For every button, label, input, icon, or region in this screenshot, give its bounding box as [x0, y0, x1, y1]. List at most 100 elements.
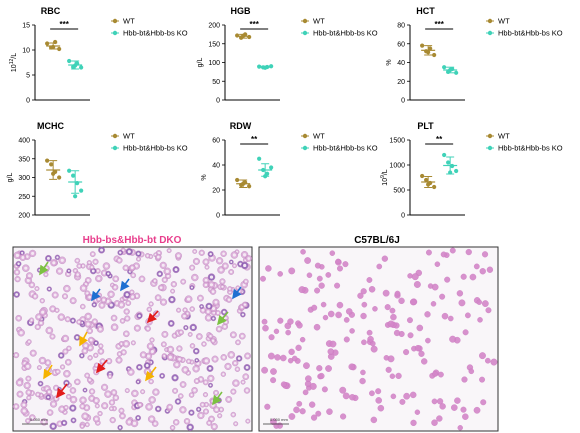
- legend-label-ko: Hbb-bt&Hbb-bs KO: [313, 144, 378, 153]
- y-axis-label: %: [201, 174, 208, 180]
- y-tick-label: 200: [18, 213, 30, 220]
- chart-title: RBC: [41, 6, 61, 16]
- arrow-green: [216, 311, 229, 326]
- legend-label-ko: Hbb-bt&Hbb-bs KO: [313, 29, 378, 38]
- data-point: [454, 70, 459, 75]
- legend-ko: Hbb-bt&Hbb-bs KO: [111, 144, 188, 153]
- data-point: [79, 65, 84, 70]
- data-point: [247, 34, 252, 40]
- arrow-green: [212, 391, 223, 406]
- legend-label-wt: WT: [123, 17, 135, 26]
- y-tick-label: 200: [208, 23, 220, 30]
- series-wt: [420, 43, 437, 58]
- y-tick-label: 100: [208, 60, 220, 67]
- series-wt: [45, 158, 62, 180]
- legend-wt: WT: [301, 17, 325, 26]
- y-tick-label: 0: [26, 98, 30, 105]
- data-point: [442, 65, 447, 70]
- legend-ko: Hbb-bt&Hbb-bs KO: [301, 29, 378, 38]
- data-point: [257, 156, 262, 161]
- chart-mchc: MCHC 200 250 300 350 400 g/L WT Hbb-bt&Hbb-bs KO: [7, 121, 188, 220]
- sig-label: **: [251, 135, 258, 144]
- annotation-arrows: [39, 261, 242, 406]
- scale-bar-dko: 0.050 mm: [22, 417, 48, 425]
- data-point: [71, 173, 76, 178]
- chart-title: HGB: [231, 6, 252, 16]
- legend-ko: Hbb-bt&Hbb-bs KO: [486, 144, 563, 153]
- chart-grid: RBC 0 5 10 15 1012/L *** WT Hbb-bt&Hbb-bs KO HGB 0…: [7, 6, 563, 220]
- data-point: [420, 173, 425, 179]
- y-tick-label: 250: [18, 194, 30, 201]
- arrow-orange: [43, 364, 53, 380]
- arrow-orange: [145, 366, 157, 382]
- series-ko: [67, 168, 84, 199]
- arrow-green: [39, 261, 49, 276]
- legend-label-ko: Hbb-bt&Hbb-bs KO: [498, 29, 563, 38]
- y-axis-label: %: [386, 59, 393, 65]
- data-point: [235, 177, 240, 183]
- scale-label-dko: 0.050 mm: [30, 417, 48, 422]
- y-tick-label: 15: [22, 23, 30, 30]
- arrow-blue: [91, 288, 101, 302]
- legend-ko: Hbb-bt&Hbb-bs KO: [111, 29, 188, 38]
- smear-panel-ctrl: C57BL/6J 0.050 mm: [258, 235, 499, 432]
- data-point: [73, 194, 78, 199]
- data-point: [67, 168, 72, 173]
- y-tick-label: 10: [22, 48, 30, 55]
- y-tick-label: 80: [397, 23, 405, 30]
- series-ko: [67, 58, 84, 70]
- smear-title-dko: Hbb-bs&Hbb-bt DKO: [83, 235, 182, 246]
- data-point: [420, 43, 425, 48]
- legend-label-ko: Hbb-bt&Hbb-bs KO: [498, 144, 563, 153]
- series-wt: [235, 177, 252, 189]
- data-point: [432, 52, 437, 58]
- y-tick-label: 500: [393, 188, 405, 195]
- y-tick-label: 1000: [389, 163, 405, 170]
- legend-label-wt: WT: [498, 17, 510, 26]
- arrow-blue: [232, 286, 242, 300]
- sig-label: ***: [434, 20, 444, 29]
- chart-hct: HCT 0 20 40 60 80% *** WT Hbb-bt&Hbb-bs KO: [386, 6, 563, 105]
- y-tick-label: 350: [18, 156, 30, 163]
- arrow-red: [146, 310, 159, 324]
- data-point: [57, 46, 62, 52]
- y-axis-label: 109/L: [380, 169, 389, 186]
- sig-label: **: [436, 135, 443, 144]
- smear-title-ctrl: C57BL/6J: [354, 235, 400, 246]
- series-wt: [235, 32, 252, 40]
- scale-label-ctrl: 0.050 mm: [270, 417, 288, 422]
- scale-bar-ctrl: 0.050 mm: [263, 417, 289, 425]
- y-tick-label: 40: [397, 60, 405, 67]
- chart-title: HCT: [416, 6, 435, 16]
- series-ko: [442, 65, 459, 75]
- data-point: [428, 46, 433, 51]
- legend-label-wt: WT: [498, 132, 510, 141]
- y-tick-label: 300: [18, 175, 30, 182]
- chart-hgb: HGB 0 50 100 150 200 g/L *** WT Hbb-bt&Hbb-bs KO: [197, 6, 378, 105]
- legend-ko: Hbb-bt&Hbb-bs KO: [486, 29, 563, 38]
- data-point: [446, 160, 451, 165]
- arrow-blue: [120, 278, 130, 292]
- series-ko: [442, 152, 459, 175]
- y-tick-label: 60: [212, 138, 220, 145]
- y-axis-label: g/L: [7, 173, 14, 183]
- y-tick-label: 400: [18, 138, 30, 145]
- y-axis-label: g/L: [197, 58, 204, 68]
- smear-panel-dko: Hbb-bs&Hbb-bt DKO 0.050 mm: [12, 235, 253, 432]
- legend-wt: WT: [111, 132, 135, 141]
- legend-ko: Hbb-bt&Hbb-bs KO: [301, 144, 378, 153]
- data-point: [49, 162, 54, 167]
- y-tick-label: 40: [212, 163, 220, 170]
- data-point: [79, 188, 84, 193]
- sig-label: ***: [249, 20, 259, 29]
- chart-title: MCHC: [37, 121, 64, 131]
- dko-cells: [12, 246, 253, 432]
- data-point: [235, 33, 240, 38]
- y-tick-label: 0: [401, 98, 405, 105]
- chart-rdw: RDW 0 20 40 60% ** WT Hbb-bt&Hbb-bs KO: [201, 121, 378, 220]
- y-tick-label: 50: [212, 79, 220, 86]
- y-tick-label: 150: [208, 41, 220, 48]
- legend-label-wt: WT: [123, 132, 135, 141]
- data-point: [67, 58, 72, 64]
- y-tick-label: 0: [401, 213, 405, 220]
